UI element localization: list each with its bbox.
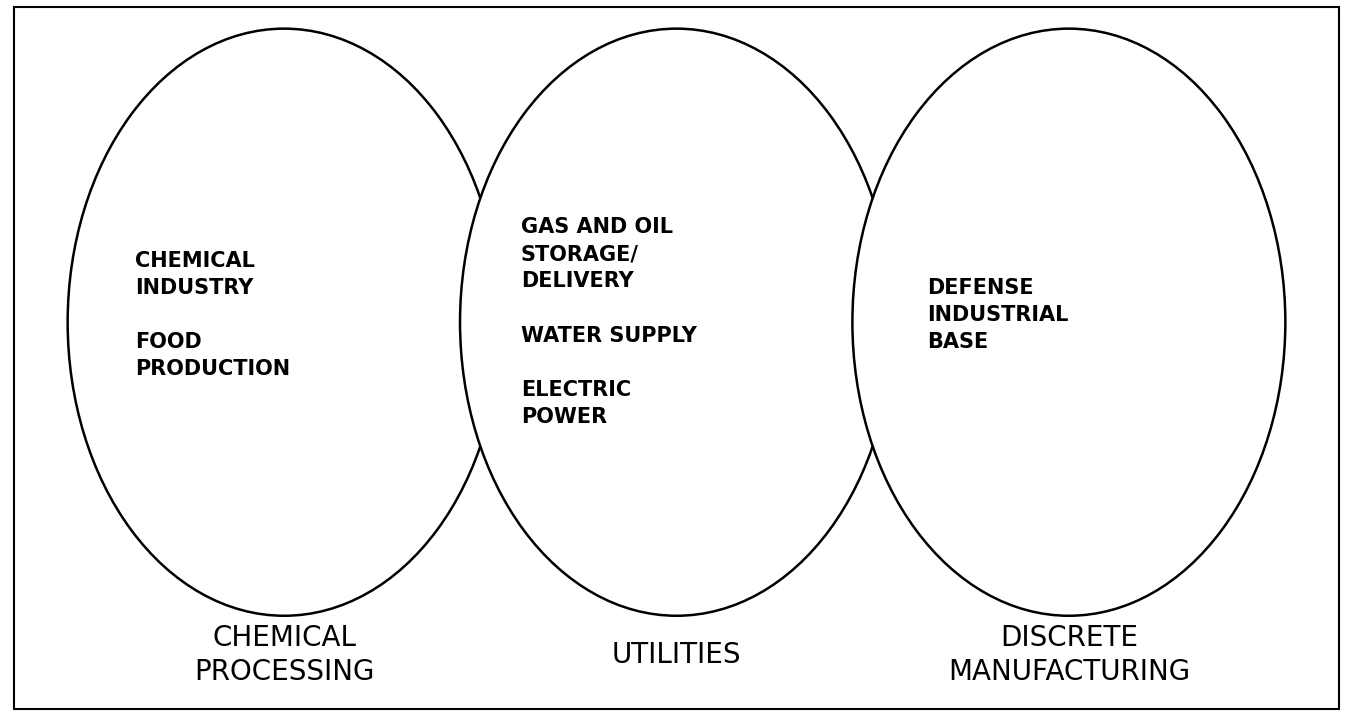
Text: CHEMICAL
INDUSTRY

FOOD
PRODUCTION: CHEMICAL INDUSTRY FOOD PRODUCTION (135, 251, 291, 379)
Text: UTILITIES: UTILITIES (612, 641, 741, 669)
Ellipse shape (68, 29, 501, 616)
Text: CHEMICAL
PROCESSING: CHEMICAL PROCESSING (193, 624, 375, 687)
Text: DISCRETE
MANUFACTURING: DISCRETE MANUFACTURING (948, 624, 1189, 687)
Ellipse shape (460, 29, 893, 616)
Text: DEFENSE
INDUSTRIAL
BASE: DEFENSE INDUSTRIAL BASE (927, 278, 1068, 352)
Ellipse shape (852, 29, 1285, 616)
Text: GAS AND OIL
STORAGE/
DELIVERY

WATER SUPPLY

ELECTRIC
POWER: GAS AND OIL STORAGE/ DELIVERY WATER SUPP… (521, 217, 697, 427)
